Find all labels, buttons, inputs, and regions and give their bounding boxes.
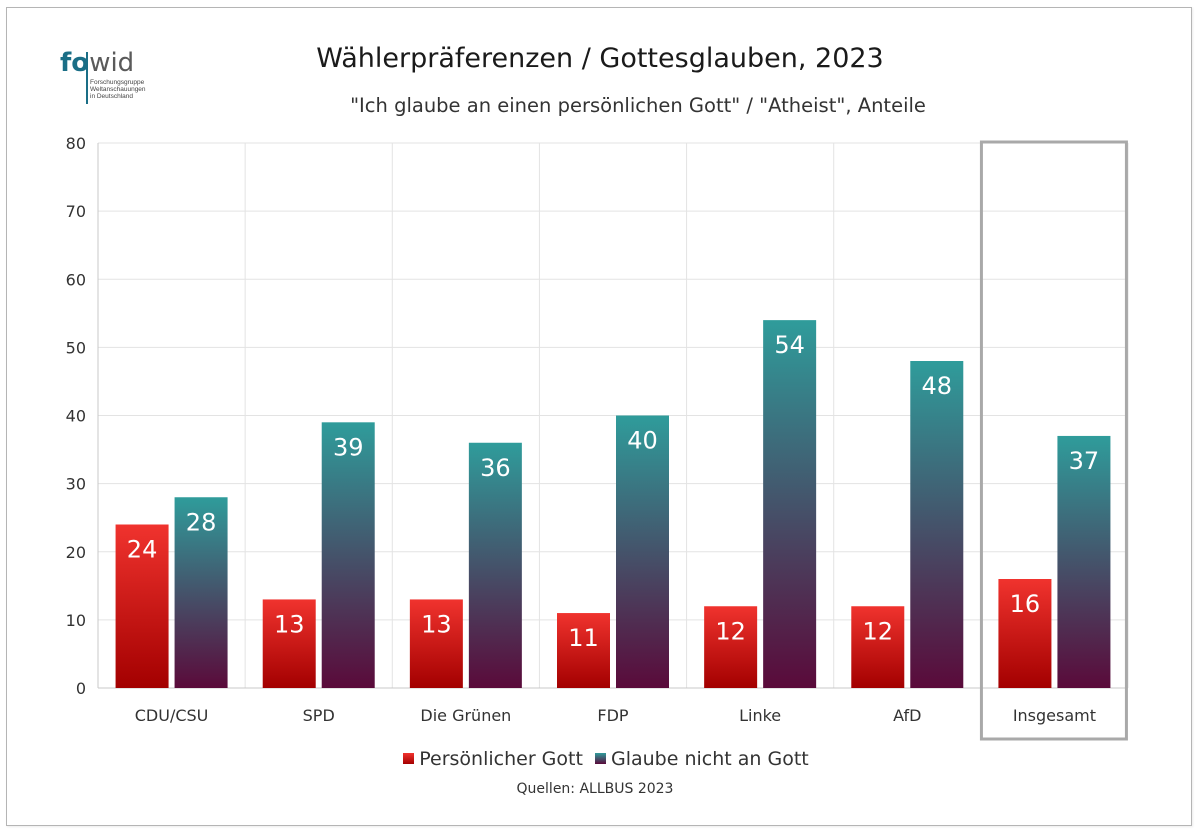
data-label: 13 — [421, 610, 452, 638]
y-tick-label: 20 — [66, 543, 86, 562]
x-tick-label: Linke — [739, 706, 781, 725]
y-tick-label: 60 — [66, 270, 86, 289]
highlight-box — [979, 140, 1128, 741]
bar-persoenlicher-gott — [262, 599, 316, 688]
x-tick-label: CDU/CSU — [135, 706, 209, 725]
y-tick-label: 70 — [66, 202, 86, 221]
y-tick-label: 30 — [66, 475, 86, 494]
legend-item-glaube-nicht: Glaube nicht an Gott — [594, 748, 809, 770]
data-label: 11 — [568, 624, 599, 652]
bar-glaube-nicht — [616, 415, 669, 688]
data-label: 40 — [627, 427, 658, 455]
bar-glaube-nicht — [763, 320, 817, 688]
x-tick-label: SPD — [303, 706, 335, 725]
y-tick-label: 0 — [76, 679, 86, 698]
bar-glaube-nicht — [1057, 435, 1111, 688]
bar-persoenlicher-gott — [704, 606, 758, 688]
bar-glaube-nicht — [910, 361, 964, 688]
fowid-logo: fowid Forschungsgruppe Weltanschauungen … — [60, 48, 180, 108]
bar-glaube-nicht — [321, 422, 375, 688]
legend: Persönlicher Gott Glaube nicht an Gott — [0, 747, 1200, 770]
bar-persoenlicher-gott — [557, 613, 610, 688]
source-note: Quellen: ALLBUS 2023 — [516, 781, 674, 797]
bar-persoenlicher-gott — [851, 606, 905, 688]
y-tick-label: 10 — [66, 611, 86, 630]
x-tick-label: Insgesamt — [1013, 706, 1096, 725]
data-label: 28 — [186, 508, 217, 536]
x-tick-label: FDP — [597, 706, 629, 725]
bar-persoenlicher-gott — [409, 599, 463, 688]
y-tick-label: 40 — [66, 407, 86, 426]
y-tick-label: 50 — [66, 338, 86, 357]
data-label: 24 — [127, 536, 158, 564]
data-label: 12 — [863, 617, 894, 645]
data-label: 54 — [774, 331, 805, 359]
legend-item-persoenlicher-gott: Persönlicher Gott — [403, 748, 583, 770]
bar-glaube-nicht — [468, 442, 522, 688]
chart-frame — [6, 7, 1192, 826]
bar-persoenlicher-gott — [115, 524, 169, 688]
data-label: 48 — [922, 372, 953, 400]
logo-subtitle: Forschungsgruppe Weltanschauungen in Deu… — [90, 79, 146, 100]
x-tick-label: Die Grünen — [420, 706, 511, 725]
legend-swatch-red — [403, 753, 415, 764]
data-label: 16 — [1010, 590, 1041, 618]
bar-glaube-nicht — [174, 497, 228, 688]
data-label: 36 — [480, 454, 511, 482]
data-label: 37 — [1069, 447, 1100, 475]
y-tick-label: 80 — [66, 134, 86, 153]
data-label: 12 — [715, 617, 746, 645]
bar-persoenlicher-gott — [998, 579, 1052, 688]
data-label: 13 — [274, 610, 305, 638]
logo-mark: fowid — [60, 48, 135, 78]
data-label: 39 — [333, 433, 364, 461]
chart-subtitle: "Ich glaube an einen persönlichen Gott" … — [350, 94, 926, 117]
logo-divider — [86, 52, 88, 104]
chart-title: Wählerpräferenzen / Gottesglauben, 2023 — [316, 43, 884, 74]
x-tick-label: AfD — [893, 706, 921, 725]
legend-swatch-teal — [594, 753, 606, 764]
